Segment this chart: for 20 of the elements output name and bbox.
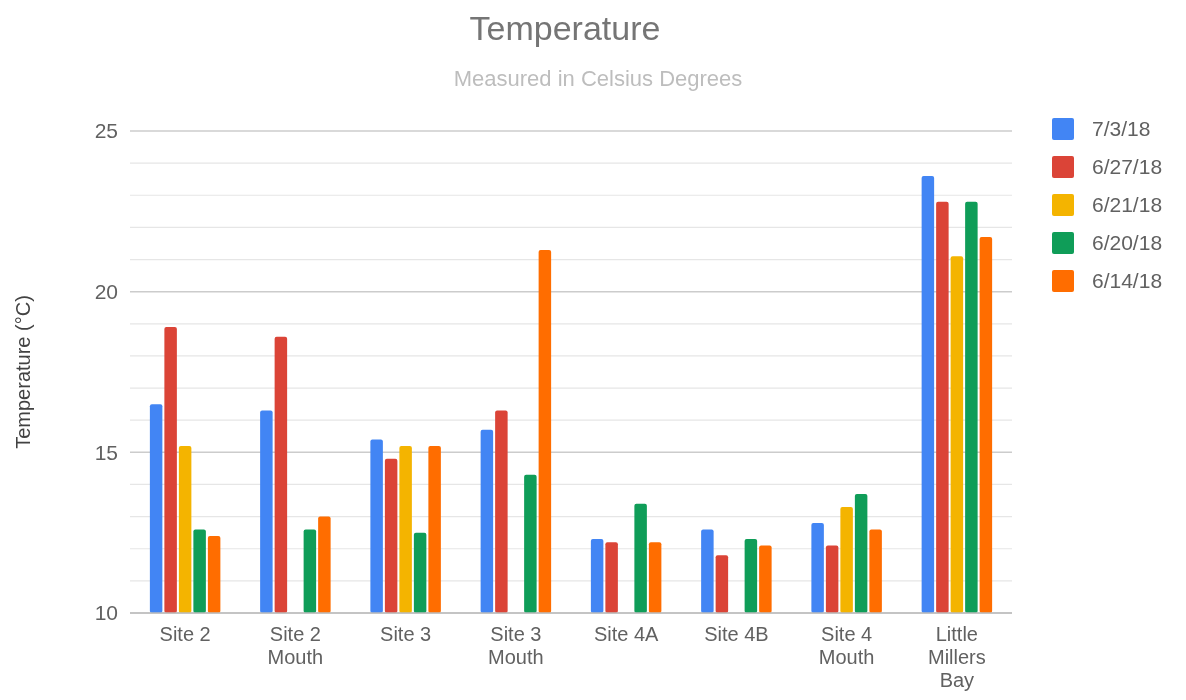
x-tick-label: Site 2	[159, 623, 211, 645]
y-axis-title: Temperature (°C)	[12, 295, 34, 449]
legend-label: 6/21/18	[1092, 193, 1163, 217]
chart-title: Temperature	[469, 9, 661, 47]
x-tick-label: Site 4B	[704, 623, 769, 645]
x-tick-label: Site 4 Mouth	[818, 623, 875, 668]
x-tick-label: Site 3	[380, 623, 432, 645]
legend-label: 7/3/18	[1092, 117, 1151, 141]
legend-label: 6/20/18	[1092, 231, 1163, 255]
legend-label: 6/27/18	[1092, 155, 1163, 179]
legend-label: 6/14/18	[1092, 269, 1163, 293]
x-tick-label: Site 4A	[593, 623, 660, 645]
chart-subtitle: Measured in Celsius Degrees	[453, 66, 743, 91]
y-tick-label: 25	[94, 119, 118, 143]
y-tick-label: 15	[94, 440, 118, 464]
y-tick-label: 10	[94, 601, 118, 625]
x-tick-label: Little Millers Bay	[927, 623, 986, 691]
x-tick-label: Site 3 Mouth	[488, 623, 544, 668]
y-tick-label: 20	[94, 280, 118, 304]
x-tick-label: Site 2 Mouth	[267, 623, 324, 668]
